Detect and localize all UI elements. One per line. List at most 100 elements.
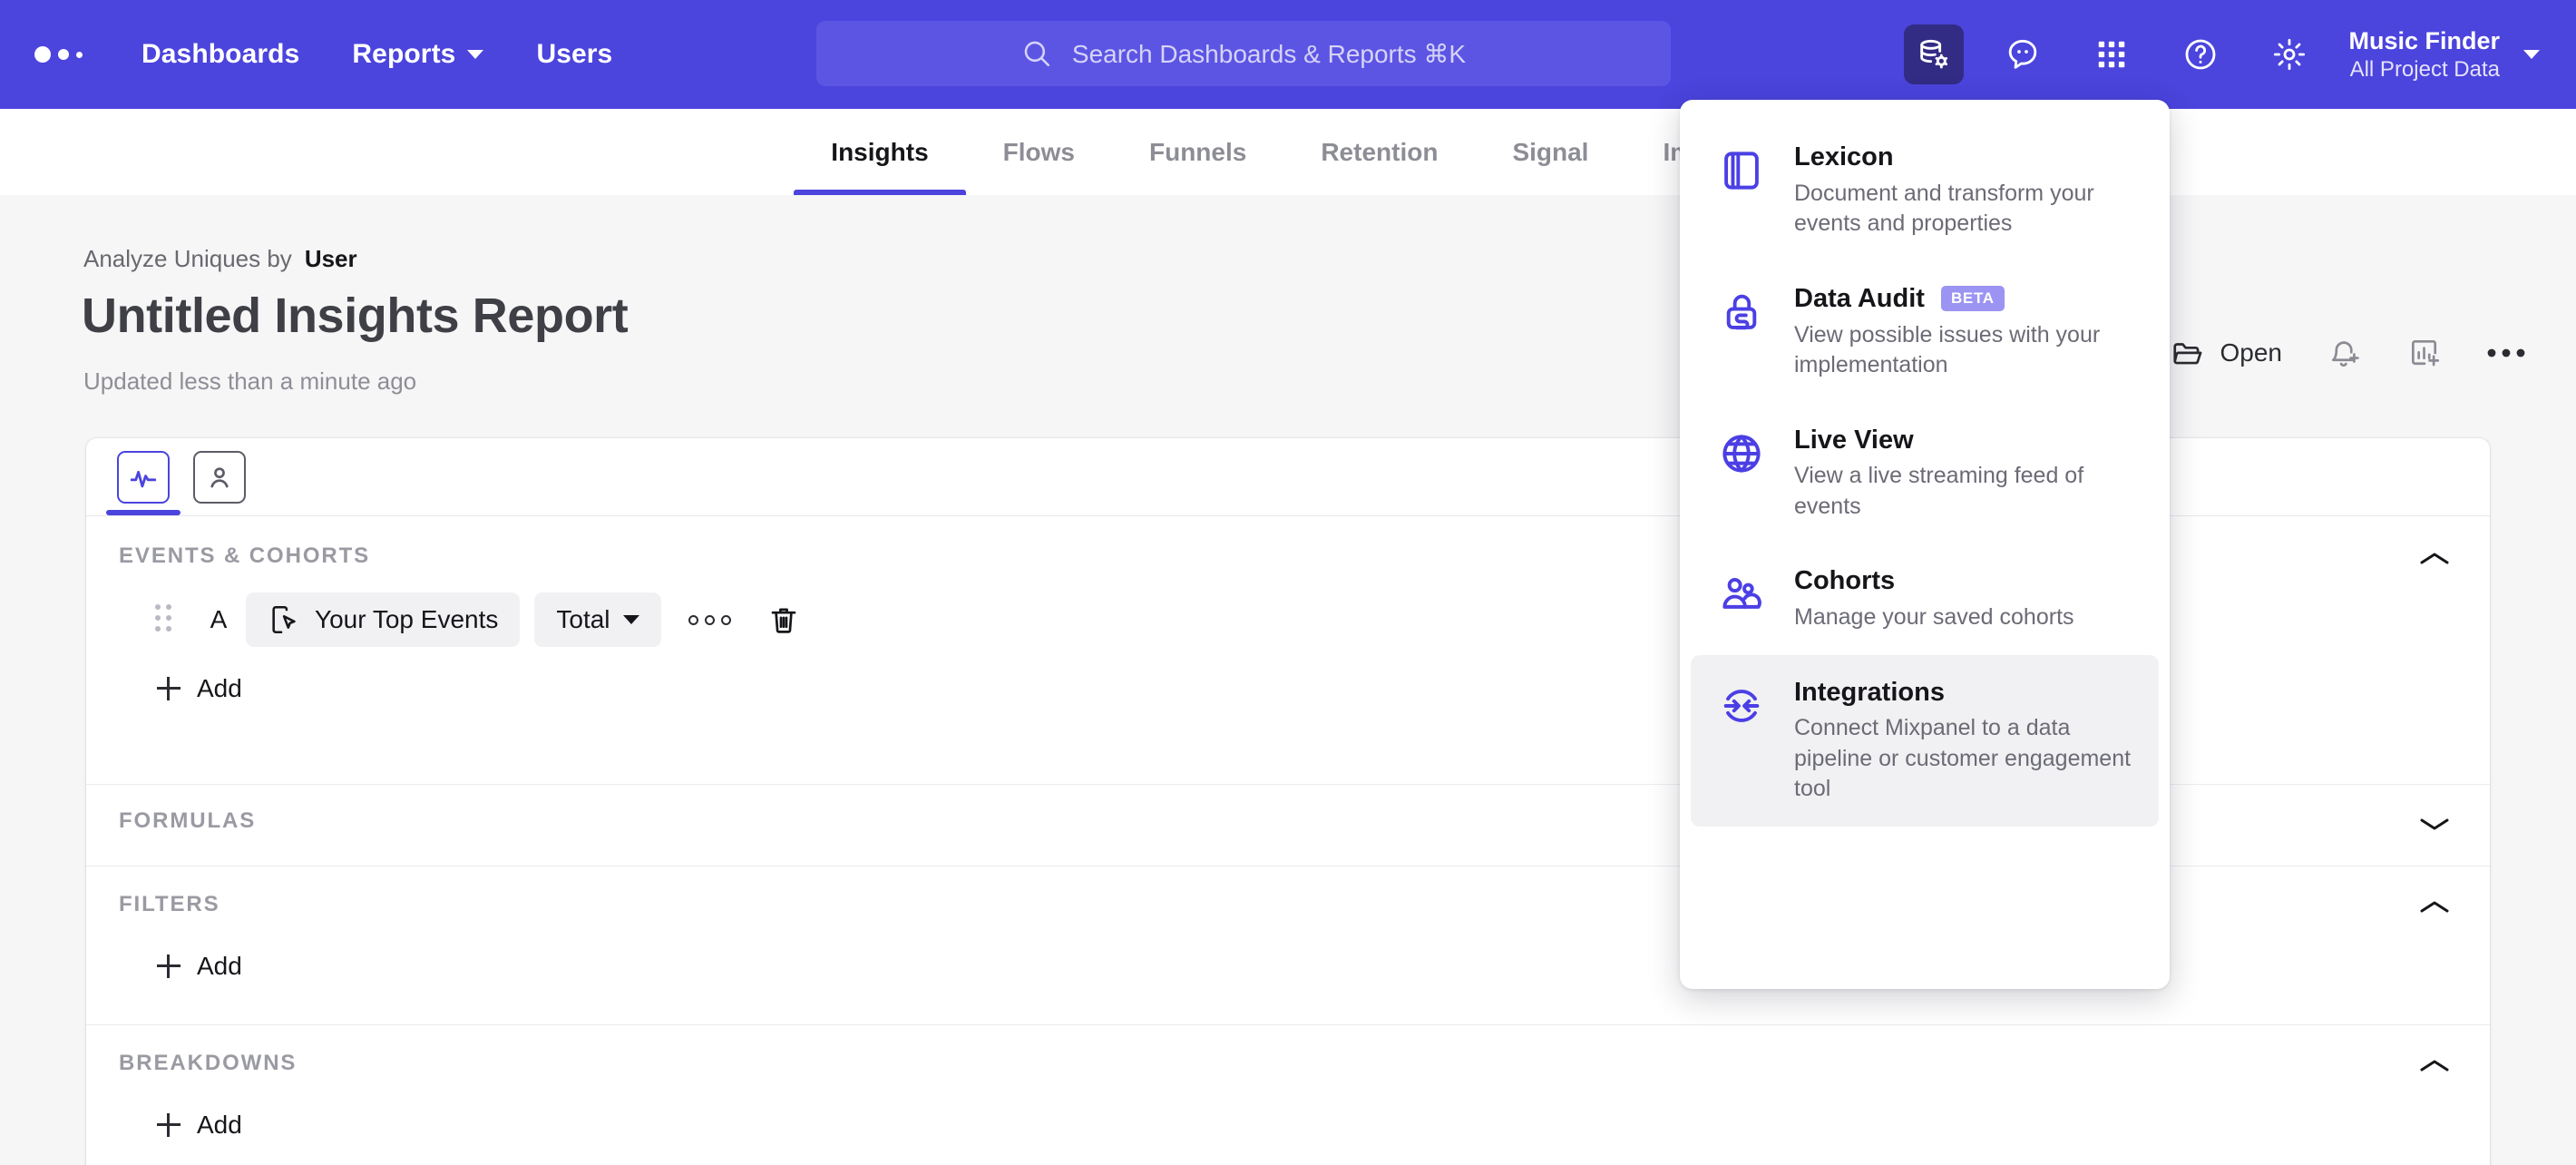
nav-link-users[interactable]: Users: [536, 39, 612, 70]
user-profile-icon: [210, 466, 229, 487]
project-subtitle: All Project Data: [2349, 56, 2500, 82]
open-report-button[interactable]: Open: [2171, 336, 2283, 370]
add-to-dashboard-icon[interactable]: [2407, 336, 2442, 370]
section-breakdowns: BREAKDOWNS Add: [86, 1025, 2490, 1165]
page-title[interactable]: Untitled Insights Report: [82, 289, 629, 343]
project-name: Music Finder: [2348, 26, 2500, 54]
live-view-globe-icon: [1718, 425, 1771, 482]
row-delete-trash-icon[interactable]: [767, 603, 800, 636]
open-report-label: Open: [2220, 338, 2283, 367]
lexicon-book-icon: [1718, 142, 1771, 199]
menu-item-integrations-title-line: Integrations: [1794, 677, 2133, 709]
event-row-a: A Your Top Events Total: [86, 569, 2490, 647]
series-letter: A: [210, 605, 228, 633]
chevron-down-icon[interactable]: [2419, 808, 2450, 839]
tab-retention[interactable]: Retention: [1283, 109, 1475, 195]
events-add-label: Add: [197, 674, 242, 702]
menu-item-data-audit-title-line: Data Audit BETA: [1794, 283, 2133, 315]
section-filters: FILTERS Add: [86, 866, 2490, 1025]
menu-item-data-audit-title: Data Audit: [1794, 283, 1925, 313]
tab-flows-label: Flows: [1002, 137, 1075, 166]
menu-item-live-view-desc: View a live streaming feed of events: [1794, 463, 2084, 519]
settings-gear-icon[interactable]: [2259, 24, 2319, 84]
tab-signal[interactable]: Signal: [1475, 109, 1625, 195]
plus-icon: [157, 1113, 181, 1137]
menu-item-cohorts[interactable]: Cohorts Manage your saved cohorts: [1691, 543, 2159, 654]
page-subtitle-updated: Updated less than a minute ago: [83, 367, 417, 395]
menu-item-lexicon-title: Lexicon: [1794, 142, 1894, 171]
chevron-up-icon[interactable]: [2419, 1051, 2450, 1082]
events-view-tab[interactable]: [106, 450, 181, 515]
tab-funnels-label: Funnels: [1148, 137, 1247, 166]
top-navigation-bar: Dashboards Reports Users Search Dashboar…: [0, 0, 2576, 109]
breakdowns-add-label: Add: [197, 1111, 242, 1139]
help-question-icon[interactable]: [2171, 24, 2230, 84]
mixpanel-logo[interactable]: [34, 46, 83, 63]
tab-flows[interactable]: Flows: [966, 109, 1112, 195]
nav-link-dashboards-label: Dashboards: [141, 39, 300, 69]
add-alert-bell-icon[interactable]: [2327, 336, 2362, 370]
tab-funnels[interactable]: Funnels: [1112, 109, 1283, 195]
menu-item-lexicon[interactable]: Lexicon Document and transform your even…: [1691, 120, 2159, 261]
chevron-up-icon[interactable]: [2419, 543, 2450, 574]
report-type-tabbar: Insights Flows Funnels Retention Signal …: [0, 109, 2576, 195]
feedback-chat-icon[interactable]: [1993, 24, 2053, 84]
report-page: Analyze Uniques by User Untitled Insight…: [0, 195, 2576, 1165]
open-folder-icon: [2172, 343, 2201, 365]
tab-insights[interactable]: Insights: [794, 109, 966, 195]
events-add-button[interactable]: Add: [86, 674, 2490, 703]
logo-dot-medium: [58, 49, 69, 60]
users-view-tab[interactable]: [193, 450, 246, 504]
menu-item-integrations-text: Integrations Connect Mixpanel to a data …: [1794, 677, 2133, 805]
global-search-input[interactable]: Search Dashboards & Reports ⌘K: [816, 21, 1671, 86]
breakdowns-add-button[interactable]: Add: [86, 1111, 2490, 1140]
more-options-icon[interactable]: [2487, 347, 2525, 359]
nav-link-reports-label: Reports: [352, 39, 456, 69]
tab-insights-label: Insights: [831, 137, 929, 166]
filters-add-label: Add: [197, 952, 242, 980]
menu-item-data-audit[interactable]: Data Audit BETA View possible issues wit…: [1691, 261, 2159, 403]
chevron-down-icon: [2523, 49, 2540, 59]
report-type-tabs: Insights Flows Funnels Retention Signal …: [794, 109, 1781, 195]
menu-item-live-view-title: Live View: [1794, 425, 1914, 455]
section-formulas-label: FORMULAS: [119, 808, 257, 833]
project-selector[interactable]: Music Finder All Project Data: [2348, 26, 2540, 83]
data-management-icon[interactable]: [1904, 24, 1965, 84]
nav-link-reports[interactable]: Reports: [352, 39, 484, 70]
chevron-down-icon: [467, 50, 484, 59]
nav-link-dashboards[interactable]: Dashboards: [141, 39, 299, 70]
plus-icon: [157, 955, 181, 978]
chevron-up-icon[interactable]: [2419, 892, 2450, 923]
nav-link-users-label: Users: [536, 39, 613, 69]
drag-handle[interactable]: [155, 604, 177, 635]
tab-signal-label: Signal: [1512, 137, 1589, 166]
menu-item-cohorts-desc: Manage your saved cohorts: [1794, 604, 2074, 631]
analyze-label: Analyze Uniques by: [83, 245, 292, 272]
event-selector-pill[interactable]: Your Top Events: [246, 592, 521, 647]
measure-selector-pill[interactable]: Total: [534, 592, 661, 647]
app-grid-icon[interactable]: [2082, 24, 2142, 84]
menu-item-live-view-title-line: Live View: [1794, 425, 2133, 456]
section-breakdowns-label: BREAKDOWNS: [119, 1051, 298, 1075]
activity-chart-icon: [130, 470, 157, 487]
cursor-click-icon: [272, 605, 296, 634]
event-selector-label: Your Top Events: [315, 605, 499, 633]
filters-add-button[interactable]: Add: [86, 952, 2490, 981]
cohorts-people-icon: [1718, 565, 1771, 622]
search-icon: [1024, 41, 1049, 67]
project-selector-labels: Music Finder All Project Data: [2348, 26, 2500, 83]
data-management-menu: Lexicon Document and transform your even…: [1680, 100, 2170, 989]
card-view-tabs: [86, 438, 2490, 516]
menu-item-live-view[interactable]: Live View View a live streaming feed of …: [1691, 403, 2159, 544]
menu-item-cohorts-title: Cohorts: [1794, 566, 1896, 596]
logo-dot-small: [76, 51, 83, 58]
row-more-options-icon[interactable]: [688, 614, 731, 625]
status-badge-beta: BETA: [1940, 286, 2005, 312]
menu-item-integrations[interactable]: Integrations Connect Mixpanel to a data …: [1691, 654, 2159, 827]
breadcrumb: Analyze Uniques by User: [83, 245, 357, 273]
analyze-value-user[interactable]: User: [304, 245, 357, 272]
logo-dot-large: [34, 46, 51, 63]
plus-icon: [157, 677, 181, 700]
menu-item-data-audit-text: Data Audit BETA View possible issues wit…: [1794, 283, 2133, 381]
section-events-cohorts-label: EVENTS & COHORTS: [119, 543, 371, 568]
